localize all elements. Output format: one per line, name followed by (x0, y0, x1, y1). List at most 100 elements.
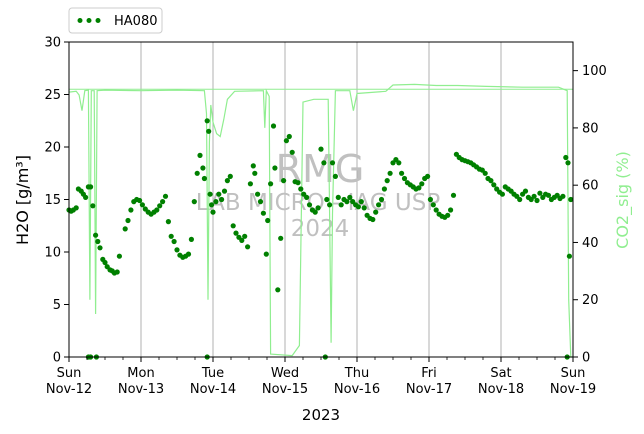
legend-marker-dot (95, 18, 101, 23)
h2o-point (206, 128, 212, 134)
legend-marker-dot (77, 18, 83, 23)
h2o-point (384, 178, 390, 184)
h2o-point (399, 170, 405, 176)
h2o-point (270, 123, 277, 129)
h2o-point (252, 170, 258, 176)
h2o-point (260, 210, 266, 216)
h2o-point (213, 199, 219, 205)
h2o-point (537, 190, 543, 196)
y-right-tick-label: 20 (582, 293, 599, 308)
x-tick-label-day: Fri (421, 366, 437, 381)
h2o-point (210, 209, 216, 215)
y-left-tick-label: 30 (44, 36, 61, 51)
h2o-point (122, 226, 128, 232)
h2o-point (83, 194, 89, 200)
legend-marker-dot (86, 18, 92, 23)
h2o-point (116, 253, 122, 259)
h2o-point (263, 251, 269, 257)
h2o-point (90, 203, 96, 209)
h2o-point (396, 160, 402, 166)
h2o-point (347, 194, 353, 200)
x-tick-label-day: Sun (561, 366, 586, 381)
h2o-point (230, 223, 236, 229)
h2o-point (531, 193, 537, 199)
h2o-point (128, 207, 134, 213)
x-tick-label-date: Nov-18 (478, 382, 524, 397)
legend-box (68, 7, 163, 34)
h2o-point (165, 219, 171, 225)
h2o-point (278, 235, 284, 241)
h2o-point (358, 199, 364, 205)
h2o-point (545, 192, 552, 198)
h2o-point (194, 170, 200, 176)
h2o-point (566, 253, 573, 259)
watermark-line-1: RMG (276, 147, 365, 191)
h2o-point (200, 165, 206, 171)
h2o-point (255, 191, 261, 197)
h2o-point (335, 194, 341, 200)
h2o-point (207, 191, 213, 197)
h2o-point (197, 152, 203, 158)
x-tick-label-day: Thu (344, 366, 369, 381)
h2o-point (327, 202, 333, 208)
x-tick-label-day: Tue (201, 366, 224, 381)
h2o-point (88, 184, 94, 190)
h2o-point (209, 202, 215, 208)
h2o-point (448, 207, 454, 213)
h2o-point (338, 202, 344, 208)
h2o-point (522, 188, 529, 194)
h2o-series-layer (66, 118, 574, 360)
h2o-point (378, 196, 385, 203)
h2o-point (482, 170, 488, 176)
y-left-tick-label: 0 (53, 351, 61, 366)
h2o-point (157, 203, 163, 209)
h2o-point (450, 192, 457, 198)
h2o-point (250, 163, 256, 169)
h2o-point (283, 138, 289, 144)
h2o-point (154, 207, 160, 213)
y-right-tick-label: 80 (582, 121, 599, 136)
h2o-point (281, 178, 287, 184)
h2o-point (563, 154, 569, 161)
co2-series-layer (68, 83, 573, 358)
h2o-point (268, 181, 274, 187)
h2o-point (534, 197, 540, 204)
y-left-tick-label: 10 (44, 246, 61, 261)
h2o-point (329, 160, 336, 166)
h2o-point (370, 216, 376, 223)
watermark-line-2: LAB MICRO - IAG USP (196, 190, 441, 216)
h2o-point (221, 188, 228, 194)
h2o-point (73, 205, 79, 211)
h2o-point (387, 170, 393, 176)
h2o-point (373, 209, 379, 215)
h2o-point (433, 207, 439, 213)
y-left-tick-label: 5 (53, 298, 61, 313)
x-tick-label-date: Nov-12 (46, 382, 92, 397)
y-left-tick-label: 15 (44, 193, 61, 208)
watermark-line-3: 2024 (291, 216, 350, 242)
h2o-point (201, 175, 207, 182)
h2o-point (95, 238, 101, 245)
h2o-point (160, 199, 166, 205)
h2o-point (306, 202, 313, 208)
h2o-point (162, 193, 169, 199)
h2o-point (171, 238, 177, 245)
h2o-point (560, 193, 566, 199)
h2o-point (517, 196, 523, 203)
x-axis-label: 2023 (302, 406, 340, 424)
h2o-point (332, 173, 338, 179)
h2o-point (324, 196, 330, 203)
h2o-point (286, 133, 292, 140)
h2o-point (315, 205, 321, 211)
x-tick-label-date: Nov-15 (262, 382, 308, 397)
y-axis-label-left: H2O [g/m³] (13, 155, 32, 245)
y-left-tick-label: 25 (44, 88, 61, 103)
h2o-point (233, 230, 239, 236)
x-tick-label-day: Wed (271, 366, 299, 381)
h2o-point (491, 182, 497, 188)
h2o-point (430, 202, 436, 208)
y-right-tick-label: 60 (582, 179, 599, 194)
h2o-point (216, 191, 222, 197)
h2o-point (416, 185, 422, 191)
